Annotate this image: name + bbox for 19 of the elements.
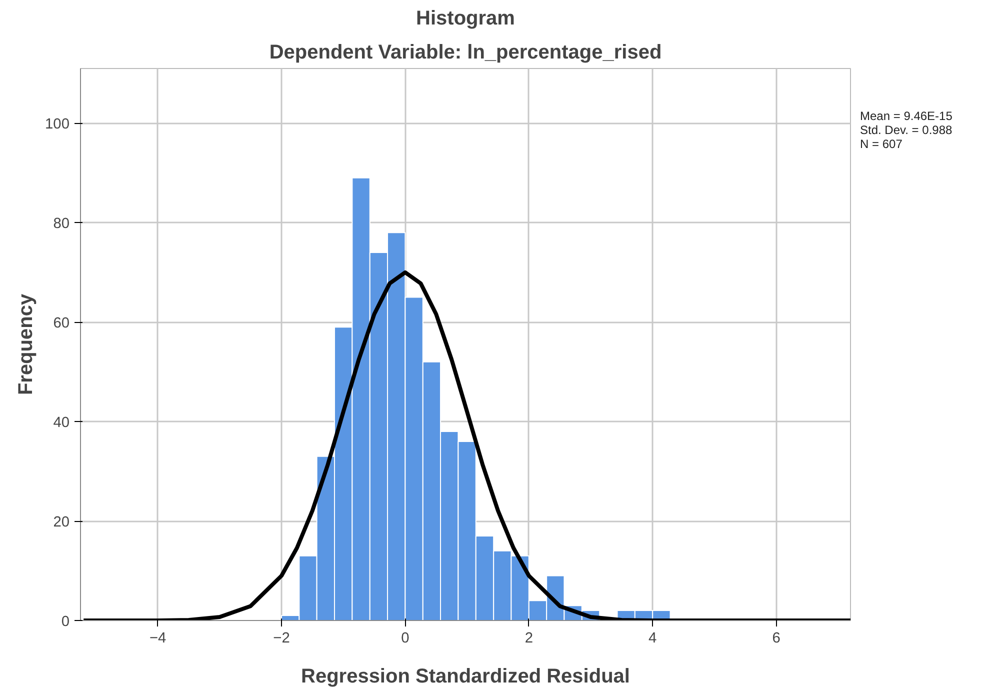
y-tick-label: 40 <box>53 415 70 432</box>
text: Mean = 9.46E-15 <box>860 109 952 123</box>
y-tick-label: 20 <box>53 514 70 531</box>
text: Std. Dev. = 0.988 <box>860 122 952 137</box>
y-tick-label: 100 <box>45 116 70 133</box>
x-tick-label: 6 <box>772 630 780 646</box>
x-axis-title: Regression Standardized Residual <box>301 666 630 688</box>
y-tick-label: 0 <box>61 614 70 630</box>
y-tick-label: 80 <box>53 216 70 232</box>
x-tick-label: 2 <box>524 630 533 646</box>
y-tick-label: 60 <box>53 316 70 332</box>
chart-title: Histogram <box>416 8 515 30</box>
text: N = 607 <box>860 136 902 151</box>
x-tick-label: 4 <box>648 630 657 646</box>
y-axis-title: Frequency <box>15 293 38 396</box>
x-tick-label: 0 <box>401 630 410 646</box>
x-tick-label: −2 <box>273 630 290 646</box>
chart-subtitle: Dependent Variable: ln_percentage_rised <box>269 42 662 64</box>
x-tick-label: −4 <box>149 630 166 646</box>
